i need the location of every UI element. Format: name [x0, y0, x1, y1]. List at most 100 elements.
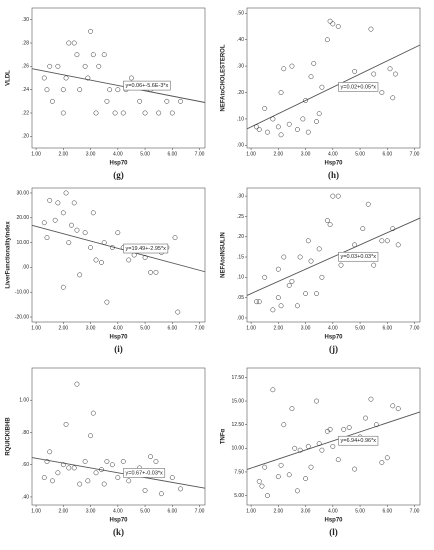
- data-point: [286, 283, 292, 288]
- x-tick-label: 5.00: [140, 325, 150, 331]
- data-point: [74, 52, 80, 58]
- data-point: [305, 443, 311, 449]
- data-point: [360, 226, 366, 232]
- data-point: [335, 24, 341, 29]
- data-point: [101, 52, 107, 58]
- data-point: [297, 254, 303, 260]
- data-point: [278, 132, 284, 138]
- data-point: [115, 87, 121, 93]
- data-point: [90, 52, 96, 58]
- data-point: [275, 295, 281, 301]
- data-point: [112, 110, 118, 116]
- data-point: [303, 476, 309, 481]
- data-point: [109, 462, 115, 468]
- x-tick-label: 3.00: [86, 325, 96, 331]
- data-point: [289, 278, 295, 284]
- fit-line: [246, 411, 421, 470]
- data-point: [303, 98, 309, 103]
- y-axis-label: LiverFunctionalityIndex: [6, 221, 12, 289]
- data-point: [338, 262, 344, 268]
- data-point: [101, 240, 107, 246]
- x-tick-label: 4.00: [113, 151, 123, 157]
- data-point: [286, 472, 292, 478]
- data-point: [314, 119, 319, 125]
- y-tick-label: .25: [237, 214, 244, 220]
- data-point: [308, 74, 314, 80]
- fit-line: [31, 224, 206, 273]
- x-tick-label: 7.00: [410, 508, 420, 514]
- equation-box: [338, 82, 379, 92]
- data-point: [49, 478, 55, 484]
- data-point: [254, 299, 259, 305]
- data-point: [275, 266, 281, 272]
- x-tick-label: 2.00: [273, 325, 283, 331]
- data-point: [153, 269, 159, 275]
- equation-box: [123, 468, 166, 478]
- y-tick-label: 20.00: [16, 215, 29, 221]
- data-point: [104, 299, 110, 305]
- data-point: [393, 71, 398, 77]
- data-point: [319, 84, 325, 90]
- data-point: [390, 95, 396, 101]
- data-point: [156, 110, 162, 116]
- x-axis-label: Hsp70: [324, 335, 343, 341]
- data-point: [363, 415, 368, 421]
- y-tick-label: 30.00: [16, 190, 29, 196]
- y-axis-label: RQUICKIBHB: [6, 417, 12, 456]
- equation-label: y=0.03+0.03*x: [341, 254, 377, 260]
- data-point: [82, 230, 88, 236]
- equation-label: y=0.02+0.05*x: [341, 84, 377, 90]
- data-point: [289, 406, 295, 412]
- data-point: [88, 245, 94, 251]
- y-tick-label: -10.00: [15, 290, 29, 296]
- data-point: [142, 488, 148, 493]
- data-point: [99, 259, 104, 265]
- data-point: [71, 40, 77, 46]
- x-axis-label: Hsp70: [109, 161, 128, 167]
- data-point: [120, 459, 126, 464]
- panel-label: (h): [328, 170, 339, 180]
- data-point: [368, 396, 374, 402]
- equation-label: y=19.49+-2.95*x: [126, 246, 167, 252]
- data-point: [327, 18, 333, 24]
- data-point: [41, 75, 47, 81]
- y-tick-label: .00: [22, 265, 29, 271]
- data-point: [41, 475, 47, 481]
- fit-line: [31, 68, 206, 103]
- data-point: [74, 227, 80, 233]
- data-point: [314, 398, 319, 404]
- data-point: [371, 262, 377, 268]
- y-tick-label: .05: [237, 295, 244, 301]
- data-point: [314, 291, 319, 297]
- data-point: [294, 488, 300, 494]
- y-axis-label: NEFAtoINSULIN: [221, 232, 227, 278]
- x-tick-label: 1.00: [246, 151, 256, 157]
- x-tick-label: 5.00: [355, 325, 365, 331]
- data-point: [324, 37, 330, 43]
- y-axis-label: NEFAtoCHOLESTEROL: [221, 44, 227, 111]
- data-point: [107, 87, 113, 93]
- data-point: [294, 303, 300, 309]
- y-tick-label: 7.50: [234, 469, 244, 475]
- data-point: [316, 246, 322, 252]
- plot-frame: [246, 187, 421, 323]
- data-point: [330, 193, 336, 199]
- data-point: [395, 406, 401, 412]
- x-tick-label: 3.00: [86, 151, 96, 157]
- x-tick-label: 6.00: [382, 508, 392, 514]
- fit-line: [246, 217, 421, 296]
- data-point: [63, 75, 69, 81]
- data-point: [126, 257, 132, 263]
- data-point: [308, 464, 314, 470]
- data-point: [390, 403, 396, 409]
- x-tick-label: 4.00: [328, 325, 338, 331]
- data-point: [82, 459, 88, 464]
- data-point: [303, 291, 309, 297]
- data-point: [379, 460, 385, 465]
- data-point: [104, 98, 110, 104]
- data-point: [77, 481, 83, 487]
- data-point: [115, 230, 121, 236]
- data-point: [330, 443, 336, 449]
- panel-label: (i): [114, 344, 123, 354]
- panel-label: (l): [329, 527, 338, 537]
